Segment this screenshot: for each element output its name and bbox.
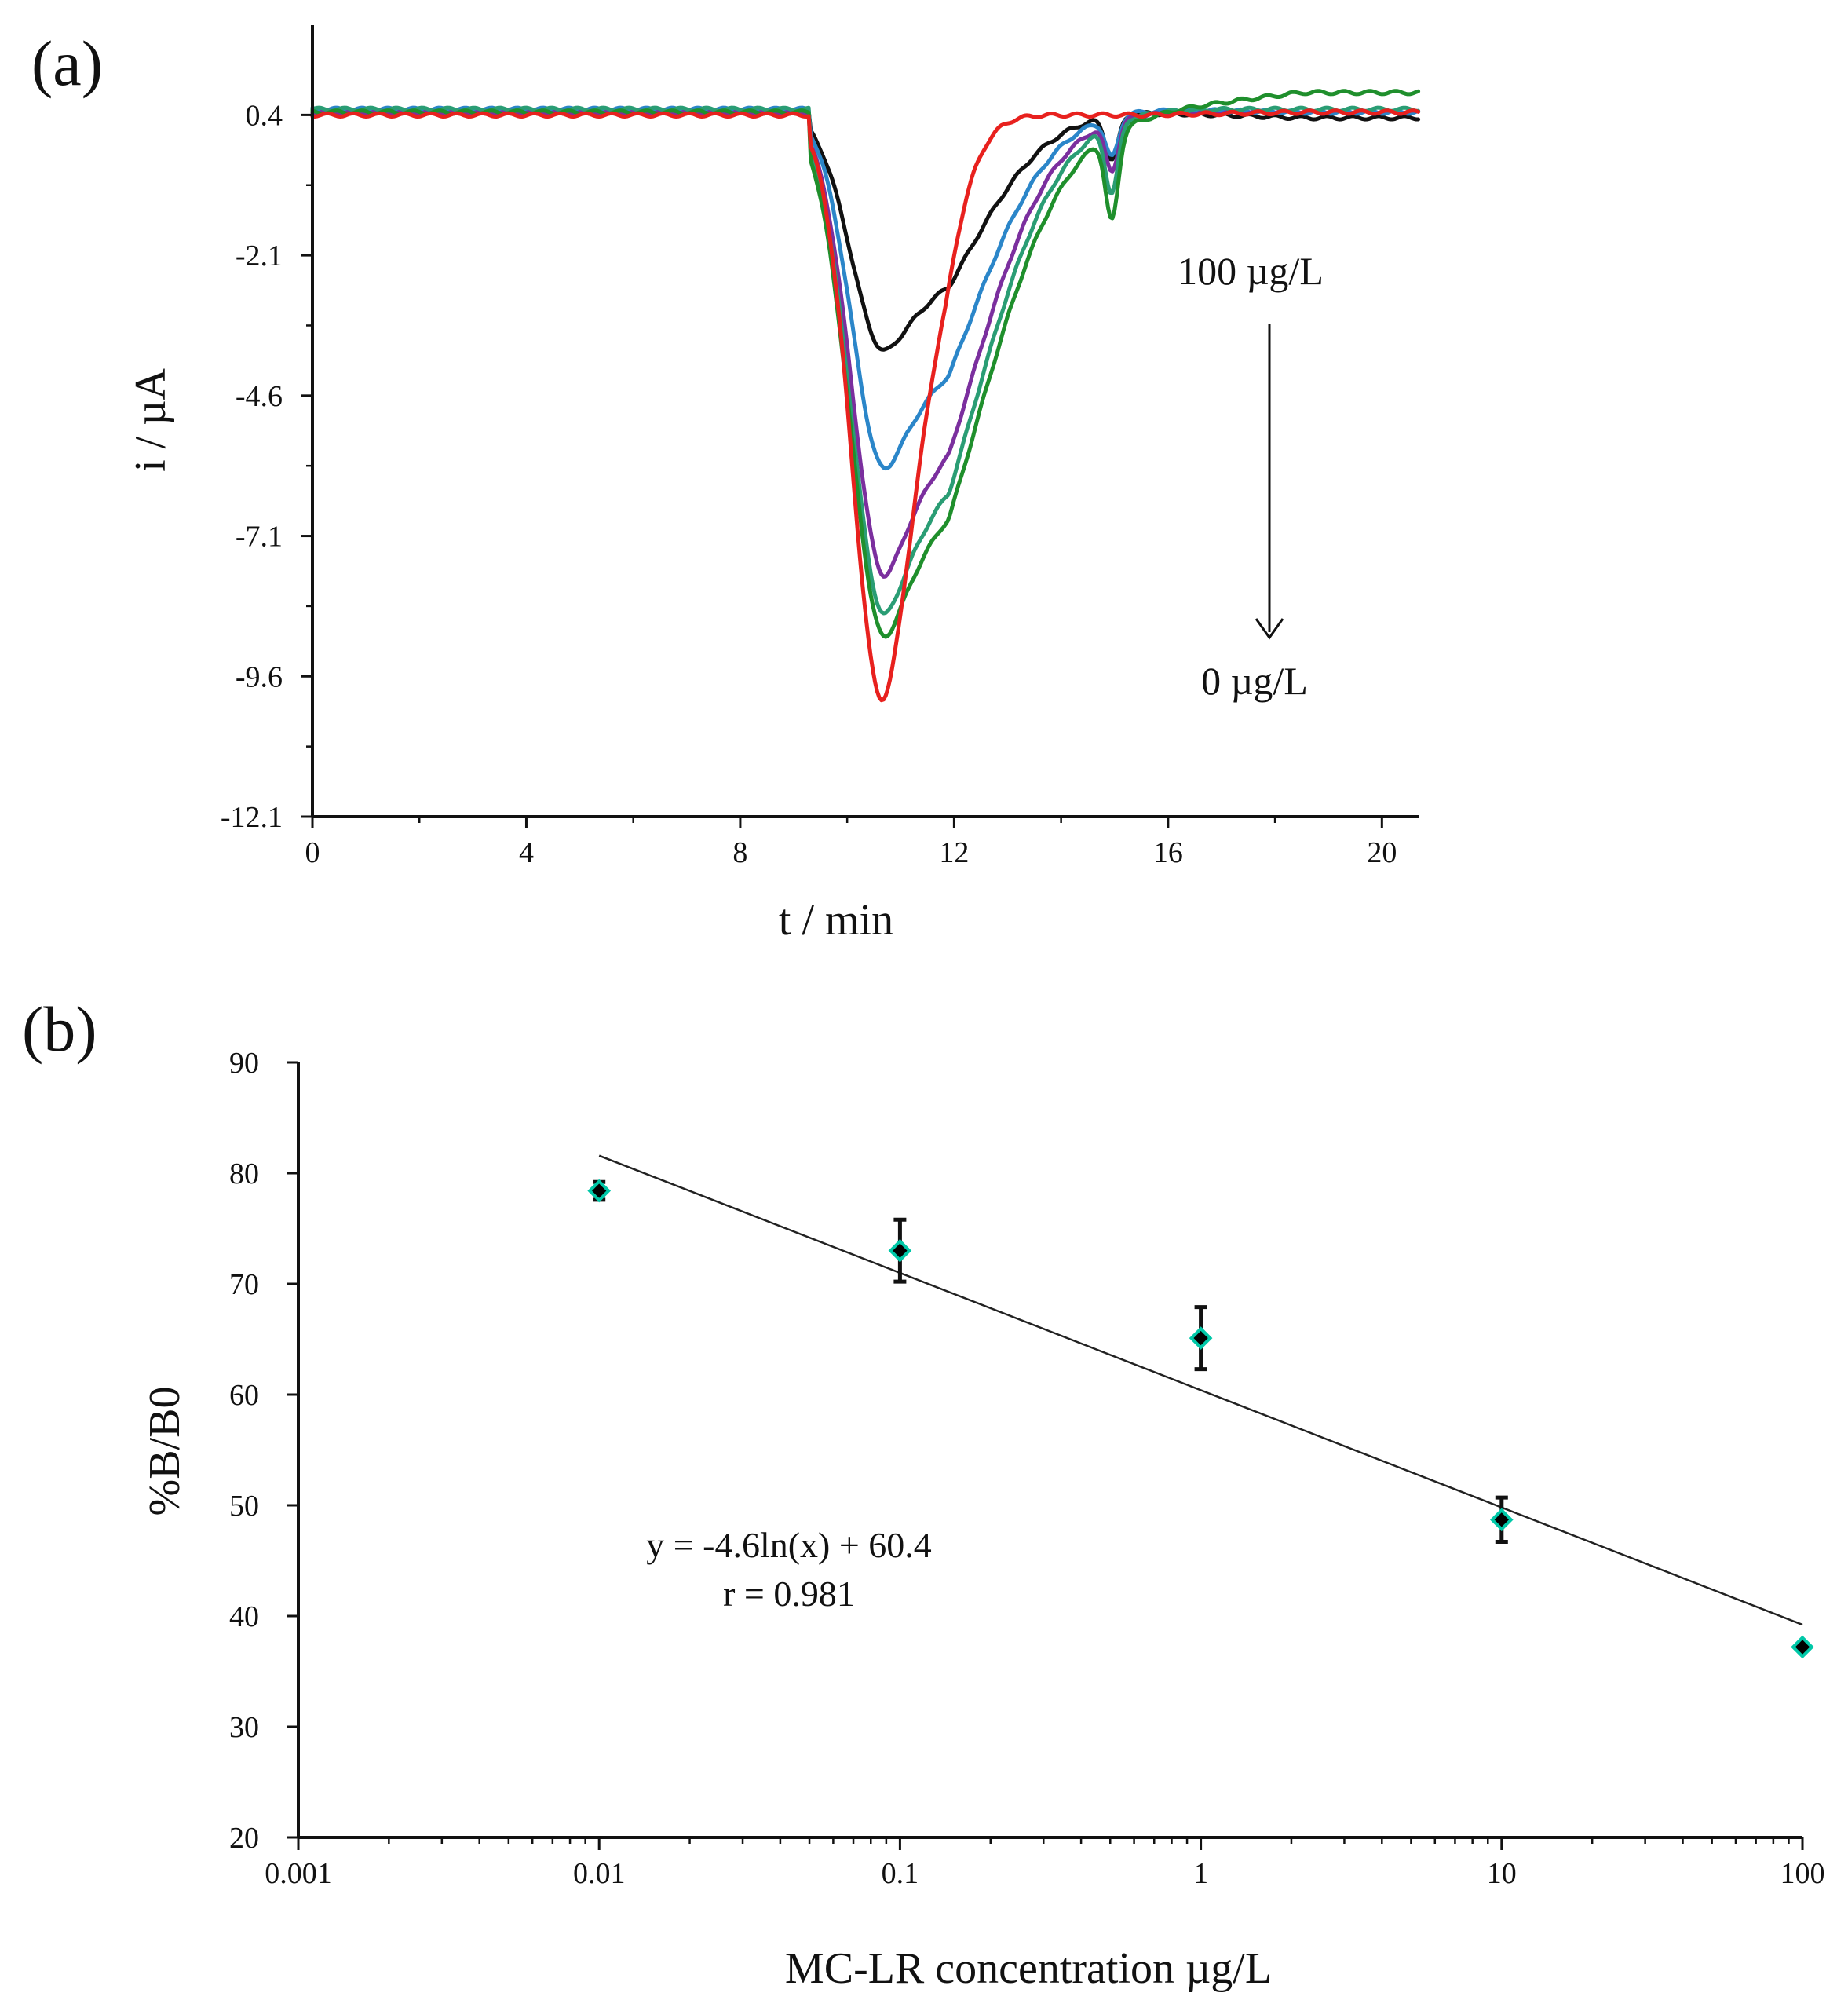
trace-line	[310, 108, 1421, 352]
y-tick-label: 30	[229, 1711, 259, 1744]
data-point	[1189, 1326, 1213, 1350]
panel-b-x-ticks: 0.001 0.01 0.1 1 10 100	[265, 1837, 1825, 1890]
panel-a-x-ticks: 0 4 8 12 16 20	[305, 817, 1397, 869]
x-tick-label: 1	[1193, 1857, 1208, 1890]
panel-b-y-axis-title: %B/B0	[141, 1387, 189, 1516]
concentration-arrow-head-icon	[1255, 618, 1284, 640]
y-tick-label: -12.1	[221, 801, 283, 834]
panel-a: (a) 0.4 -2.1 -4.6 -7.1 -9.6 -12.1 0 4 8 12 16 20 t…	[31, 25, 1421, 945]
x-tick-label: 0	[305, 836, 320, 869]
panel-b-fit-layer	[598, 1154, 1803, 1626]
data-point	[888, 1238, 912, 1263]
annotation-top: 100 µg/L	[1178, 249, 1324, 293]
panel-b-y-ticks: 20 30 40 50 60 70 80 90	[229, 1047, 298, 1855]
y-tick-label: -7.1	[236, 521, 283, 554]
x-tick-label: 0.1	[882, 1857, 919, 1890]
trace-line	[310, 89, 1421, 639]
fit-line	[598, 1154, 1803, 1626]
trace-line	[310, 108, 1421, 579]
y-tick-label: 60	[229, 1379, 259, 1412]
y-tick-label: -9.6	[236, 660, 283, 693]
y-tick-label: -2.1	[236, 239, 283, 272]
y-tick-label: 20	[229, 1822, 259, 1855]
y-tick-label: 70	[229, 1268, 259, 1301]
panel-b-x-axis-title: MC-LR concentration µg/L	[785, 1944, 1272, 1993]
x-tick-label: 0.001	[265, 1857, 332, 1890]
data-point	[1489, 1508, 1514, 1532]
x-tick-label: 4	[519, 836, 534, 869]
trace-line	[310, 105, 1421, 616]
x-tick-label: 16	[1153, 836, 1183, 869]
x-tick-label: 0.01	[573, 1857, 626, 1890]
panel-a-y-ticks: 0.4 -2.1 -4.6 -7.1 -9.6 -12.1	[221, 99, 312, 834]
y-tick-label: 90	[229, 1047, 259, 1080]
x-tick-label: 12	[939, 836, 969, 869]
panel-b-points	[587, 1179, 1814, 1659]
x-tick-label: 10	[1487, 1857, 1517, 1890]
x-tick-label: 100	[1780, 1857, 1825, 1890]
panel-a-traces	[310, 89, 1421, 703]
trace-line	[310, 108, 1421, 703]
data-point	[1791, 1635, 1814, 1659]
y-tick-label: 0.4	[246, 99, 283, 132]
fit-equation: y = -4.6ln(x) + 60.4	[646, 1525, 932, 1565]
x-tick-label: 8	[732, 836, 747, 869]
y-tick-label: 80	[229, 1157, 259, 1190]
y-tick-label: -4.6	[236, 380, 283, 413]
y-tick-label: 50	[229, 1490, 259, 1523]
panel-a-x-axis-title: t / min	[779, 896, 893, 945]
y-tick-label: 40	[229, 1600, 259, 1633]
panel-b-label: (b)	[22, 993, 97, 1065]
x-tick-label: 20	[1367, 836, 1397, 869]
data-point	[587, 1179, 612, 1203]
panel-a-y-axis-title: i / µA	[126, 368, 175, 472]
fit-r-value: r = 0.981	[723, 1574, 855, 1614]
annotation-bottom: 0 µg/L	[1201, 659, 1308, 703]
panel-a-label: (a)	[31, 27, 103, 99]
